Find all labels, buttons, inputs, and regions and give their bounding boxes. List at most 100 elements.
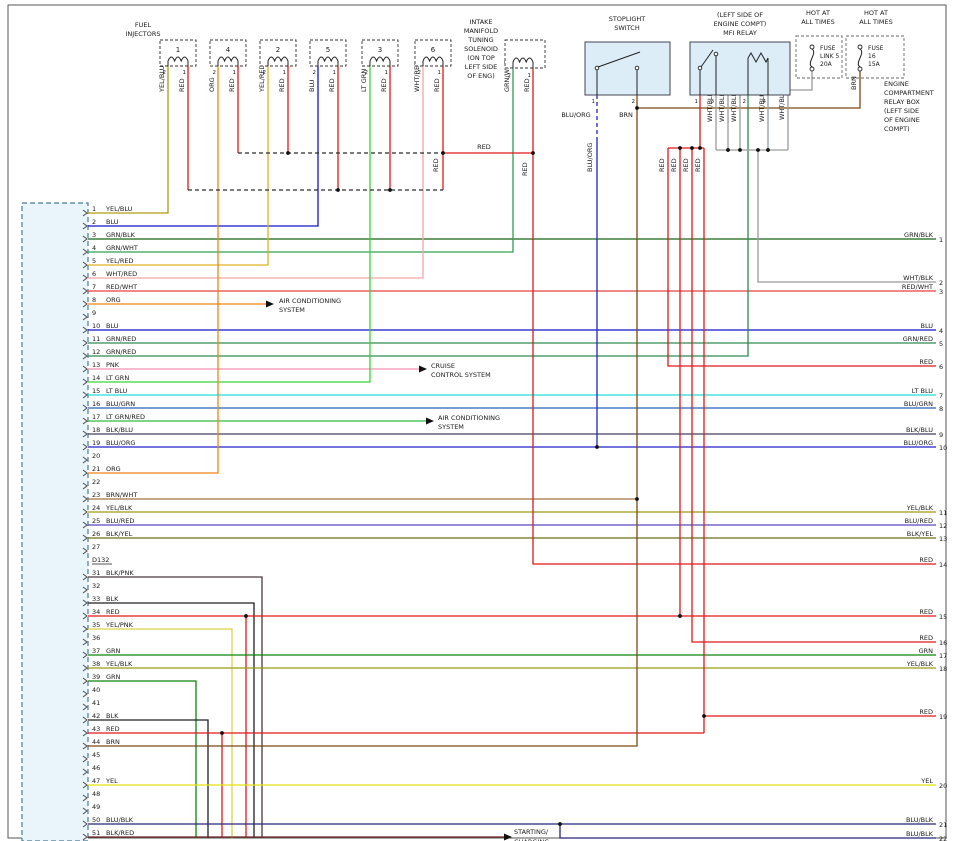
pin-label: LT BLU	[106, 387, 128, 395]
wire-label: WHT/BLU	[758, 92, 766, 122]
pin-number: 3	[92, 231, 96, 239]
fuse-link-5	[795, 35, 843, 79]
pin-number: 43	[92, 725, 100, 733]
wire-label: WHT/BLK	[718, 91, 726, 122]
terminal-number: 1	[528, 73, 532, 79]
wire-red	[667, 148, 936, 367]
wire-label: RED	[658, 158, 666, 172]
fuel-injectors-title: INJECTORS	[125, 30, 160, 38]
junction-dot	[336, 188, 340, 192]
pin-terminal-icon	[82, 417, 88, 425]
fuse-element-icon	[857, 48, 863, 68]
relay-box-label: (LEFT SIDE	[884, 107, 919, 115]
pin-terminal-icon	[82, 521, 88, 529]
pin-terminal-icon	[82, 209, 88, 217]
junction-dot	[635, 497, 639, 501]
right-pin-number: 2	[939, 279, 943, 287]
terminal-number: 1	[233, 70, 237, 76]
right-pin-label: GRN/RED	[903, 335, 933, 343]
terminal-number: 1	[695, 99, 699, 105]
pin-label: BLK/PNK	[106, 569, 134, 577]
right-pin-number: 6	[939, 363, 943, 371]
right-pin-label: BLU	[920, 322, 933, 330]
injector-number: 5	[326, 46, 330, 54]
coil-icon	[217, 56, 239, 63]
pin-number: 35	[92, 621, 100, 629]
pin-number: 49	[92, 803, 100, 811]
pin-terminal-icon	[82, 638, 88, 646]
wire-label: RED	[682, 158, 690, 172]
pin-number: 19	[92, 439, 100, 447]
pin-terminal-icon	[82, 287, 88, 295]
junction-dot	[702, 714, 706, 718]
pin-terminal-icon	[82, 833, 88, 841]
relay-box-label: RELAY BOX	[884, 98, 920, 106]
junction-dot	[558, 822, 562, 826]
fuse-label: FUSE	[820, 45, 836, 52]
pin-terminal-icon	[82, 378, 88, 386]
pin-label: ORG	[106, 296, 121, 304]
pin-label: LT GRN/RED	[106, 413, 145, 421]
relay-box	[689, 41, 791, 96]
wire-yel-red	[88, 66, 269, 266]
fuse-16	[845, 35, 905, 79]
terminal-number: 1	[333, 70, 337, 76]
pin-terminal-icon	[82, 404, 88, 412]
right-pin-label: RED	[919, 708, 933, 716]
injector-box	[414, 39, 452, 67]
fuse-terminal	[809, 66, 815, 72]
solenoid-title: (ON TOP	[467, 54, 495, 62]
pin-number: 12	[92, 348, 100, 356]
pin-label: RED/WHT	[106, 283, 137, 291]
terminal-number: 1	[592, 99, 596, 105]
wire-label: RED	[178, 78, 186, 92]
right-pin-label: RED	[919, 608, 933, 616]
pin-terminal-icon	[82, 703, 88, 711]
right-pin-number: 5	[939, 340, 943, 348]
pin-number: 20	[92, 452, 100, 460]
pin-number: 17	[92, 413, 100, 421]
pin-terminal-icon	[82, 261, 88, 269]
pin-terminal-icon	[82, 820, 88, 828]
diagram-border	[7, 4, 947, 839]
right-pin-number: 14	[939, 561, 947, 569]
coil-icon	[512, 57, 534, 64]
right-pin-number: 9	[939, 431, 943, 439]
system-arrow-icon	[426, 417, 434, 425]
pin-number: 11	[92, 335, 100, 343]
solenoid-title: OF ENG)	[467, 72, 494, 80]
pin-terminal-icon	[82, 456, 88, 464]
relay-box-label: ENGINE	[884, 80, 909, 88]
fuel-injector-2	[259, 39, 297, 67]
pin-number: 2	[92, 218, 96, 226]
pin-terminal-icon	[82, 469, 88, 477]
wire-wht-red	[88, 66, 424, 279]
pin-number: 24	[92, 504, 100, 512]
fuse-label: FUSE	[868, 45, 884, 52]
pin-terminal-icon	[82, 326, 88, 334]
connector-id: D132	[92, 556, 109, 564]
pin-terminal-icon	[82, 352, 88, 360]
pin-label: GRN/RED	[106, 348, 136, 356]
wire-label: LT GRN	[360, 69, 368, 92]
fuse-label: 16	[868, 53, 876, 60]
pin-label: YEL	[105, 777, 118, 785]
solenoid-title: INTAKE	[469, 18, 492, 26]
pin-number: 26	[92, 530, 100, 538]
wire-blk	[88, 602, 255, 838]
right-pin-label: BLU/ORG	[904, 439, 933, 447]
injector-number: 4	[226, 46, 231, 54]
right-pin-label: LT BLU	[912, 387, 934, 395]
fuel-injector-4	[209, 39, 247, 67]
solenoid-title: MANIFOLD	[464, 27, 498, 35]
pin-terminal-icon	[82, 495, 88, 503]
wire-lt grn	[88, 66, 371, 383]
injector-number: 1	[176, 46, 180, 54]
ecm-connector	[21, 202, 89, 841]
pin-label: BLK/YEL	[106, 530, 133, 538]
terminal-number: 2	[313, 70, 317, 76]
pin-label: GRN/BLK	[106, 231, 136, 239]
terminal-number: 1	[283, 70, 287, 76]
pin-label: LT GRN	[106, 374, 129, 382]
